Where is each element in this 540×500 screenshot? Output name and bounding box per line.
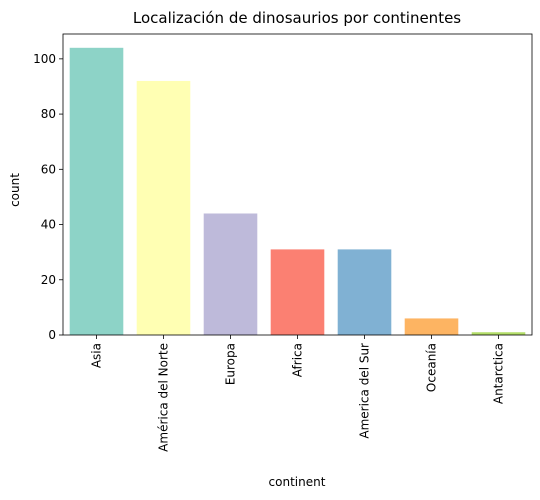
y-axis-label: count (8, 173, 22, 207)
bar-ocean-a (404, 318, 459, 335)
x-tick-label: Europa (224, 343, 238, 385)
y-tick-label: 100 (33, 52, 56, 66)
x-tick-label: Africa (291, 343, 305, 377)
x-tick-label: Oceanía (425, 343, 439, 392)
y-tick-label: 60 (41, 162, 56, 176)
x-tick-label: Asia (90, 343, 104, 368)
y-tick-label: 20 (41, 273, 56, 287)
chart-title: Localización de dinosaurios por continen… (133, 9, 461, 27)
x-tick-label: América del Norte (157, 343, 171, 452)
y-tick-label: 0 (48, 328, 56, 342)
bar-antarctica (471, 332, 526, 335)
x-axis-ticks: Asia América del Norte Europa Africa America… (90, 335, 506, 452)
bar-america-del-sur (337, 249, 392, 335)
x-tick-label: America del Sur (358, 343, 372, 439)
y-tick-label: 40 (41, 218, 56, 232)
y-tick-label: 80 (41, 107, 56, 121)
bar-europa (203, 213, 258, 335)
bars-group (69, 47, 526, 336)
plot-frame (62, 33, 533, 336)
x-tick-label: Antarctica (492, 343, 506, 404)
y-axis-ticks: 0 20 40 60 80 100 (33, 52, 63, 342)
bar-am-rica-del-norte (136, 80, 191, 336)
bar-africa (270, 249, 325, 335)
bar-asia (69, 47, 124, 335)
x-axis-label: continent (269, 475, 326, 489)
